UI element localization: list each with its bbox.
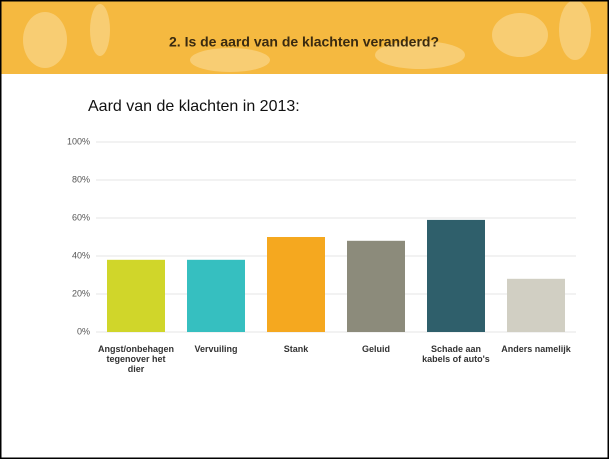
y-tick-label: 20%: [72, 288, 90, 298]
chart: 2. Is de aard van de klachten veranderd?…: [0, 0, 609, 459]
bar: [267, 237, 325, 332]
header-title: 2. Is de aard van de klachten veranderd?: [169, 34, 439, 50]
y-tick-label: 60%: [72, 212, 90, 222]
x-tick-label: Stank: [257, 344, 335, 354]
x-tick-label: Geluid: [337, 344, 415, 354]
x-tick-label: Vervuiling: [177, 344, 255, 354]
x-tick-label: Schade aan kabels of auto's: [417, 344, 495, 364]
slide: 2. Is de aard van de klachten veranderd?…: [0, 0, 609, 459]
x-tick-label: Anders namelijk: [497, 344, 575, 354]
bar: [427, 220, 485, 332]
bar: [347, 241, 405, 332]
y-tick-label: 80%: [72, 174, 90, 184]
bar: [187, 260, 245, 332]
bar: [107, 260, 165, 332]
y-tick-label: 40%: [72, 250, 90, 260]
x-tick-label: Angst/onbehagen tegenover het dier: [97, 344, 175, 374]
y-tick-label: 0%: [77, 326, 90, 336]
chart-title: Aard van de klachten in 2013:: [88, 98, 300, 115]
y-tick-label: 100%: [67, 136, 90, 146]
bar: [507, 279, 565, 332]
